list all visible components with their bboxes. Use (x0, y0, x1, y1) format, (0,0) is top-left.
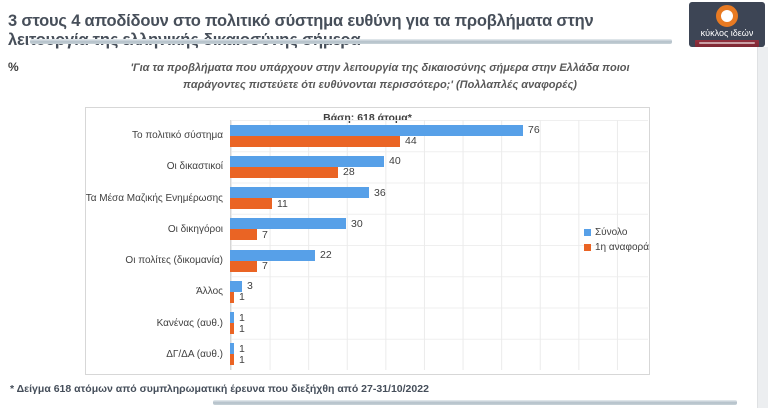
bar-1i-anafora (230, 166, 338, 178)
legend-swatch-orange-icon (584, 244, 591, 251)
bar-synolo (230, 218, 346, 230)
slide-edge-strip (757, 47, 768, 408)
bar-value-label: 30 (351, 217, 363, 230)
bar-value-label: 1 (239, 342, 245, 355)
legend-label: Σύνολο (595, 227, 628, 238)
bar-row: Κανένας (αυθ.) 1 1 (93, 308, 647, 339)
bar-row: Οι πολίτες (δικομανία) 22 7 (93, 245, 647, 276)
bar-synolo (230, 312, 234, 324)
bar-1i-anafora (230, 229, 257, 241)
bar-synolo (230, 187, 369, 199)
bar-1i-anafora (230, 354, 234, 366)
bar-pair: 40 28 (230, 155, 401, 179)
chart-legend: Σύνολο 1η αναφορά (584, 227, 649, 253)
category-label: Οι δικαστικοί (166, 161, 223, 173)
category-label: Οι δικηγόροι (167, 223, 223, 235)
category-label: Το πολιτικό σύστημα (132, 130, 223, 142)
bar-pair: 36 11 (230, 186, 386, 210)
category-label: Οι πολίτες (δικομανία) (125, 255, 223, 267)
bar-1i-anafora (230, 323, 234, 335)
bar-value-label: 36 (374, 186, 386, 199)
bar-value-label: 28 (343, 166, 355, 179)
category-label: Κανένας (αυθ.) (156, 317, 223, 329)
bar-pair: 76 44 (230, 124, 540, 148)
bar-value-label: 44 (405, 135, 417, 148)
bar-value-label: 1 (239, 291, 245, 304)
bar-1i-anafora (230, 135, 400, 147)
bar-value-label: 11 (277, 197, 288, 210)
bar-value-label: 7 (262, 228, 268, 241)
percent-axis-label: % (8, 60, 19, 74)
bar-value-label: 1 (239, 353, 245, 366)
bottom-decorative-bar (213, 400, 737, 405)
bar-pair: 30 7 (230, 217, 363, 241)
bar-rows: Το πολιτικό σύστημα 76 44 Οι δικαστικοί 40 28… (85, 120, 647, 370)
title-underline (30, 39, 672, 44)
survey-question: 'Για τα προβλήματα που υπάρχουν στην λει… (130, 62, 630, 91)
bar-chart: Βάση: 618 άτομα* Το πολιτικό σύστημα 76 44… (85, 107, 650, 375)
bar-row: Άλλος 3 1 (93, 276, 647, 307)
circle-ring-icon (716, 5, 738, 27)
kyklos-ideon-logo: κύκλος ιδεών (689, 2, 765, 47)
bar-value-label: 22 (320, 249, 332, 262)
bar-value-label: 1 (239, 322, 245, 335)
bar-synolo (230, 343, 234, 355)
bar-synolo (230, 280, 242, 292)
bar-row: Οι δικηγόροι 30 7 (93, 214, 647, 245)
bar-value-label: 76 (528, 124, 540, 137)
bar-synolo (230, 155, 384, 167)
bar-1i-anafora (230, 198, 272, 210)
legend-label: 1η αναφορά (595, 242, 649, 253)
page-title: 3 στους 4 αποδίδουν στο πολιτικό σύστημα… (8, 12, 594, 49)
legend-item-synolo: Σύνολο (584, 227, 649, 238)
bar-value-label: 3 (247, 280, 253, 293)
bar-pair: 22 7 (230, 249, 332, 273)
bar-value-label: 7 (262, 260, 268, 273)
bar-synolo (230, 249, 315, 261)
footnote: * Δείγμα 618 ατόμων από συμπληρωματική έ… (10, 383, 429, 395)
bar-value-label: 40 (389, 155, 401, 168)
category-label: ΔΓ/ΔΑ (αυθ.) (166, 348, 223, 360)
logo-text: κύκλος ιδεών (700, 28, 754, 38)
bar-1i-anafora (230, 260, 257, 272)
category-label: Άλλος (196, 286, 223, 298)
bar-value-label: 1 (239, 311, 245, 324)
bar-1i-anafora (230, 291, 234, 303)
legend-swatch-blue-icon (584, 229, 591, 236)
category-label: Τα Μέσα Μαζικής Ενημέρωσης (85, 192, 223, 204)
bar-row: Οι δικαστικοί 40 28 (93, 151, 647, 182)
logo-tagline-bar (695, 40, 759, 47)
bar-synolo (230, 124, 523, 136)
bar-row: Το πολιτικό σύστημα 76 44 (93, 120, 647, 151)
legend-item-1i-anafora: 1η αναφορά (584, 242, 649, 253)
bar-row: Τα Μέσα Μαζικής Ενημέρωσης 36 11 (85, 183, 647, 214)
bar-row: ΔΓ/ΔΑ (αυθ.) 1 1 (93, 339, 647, 370)
